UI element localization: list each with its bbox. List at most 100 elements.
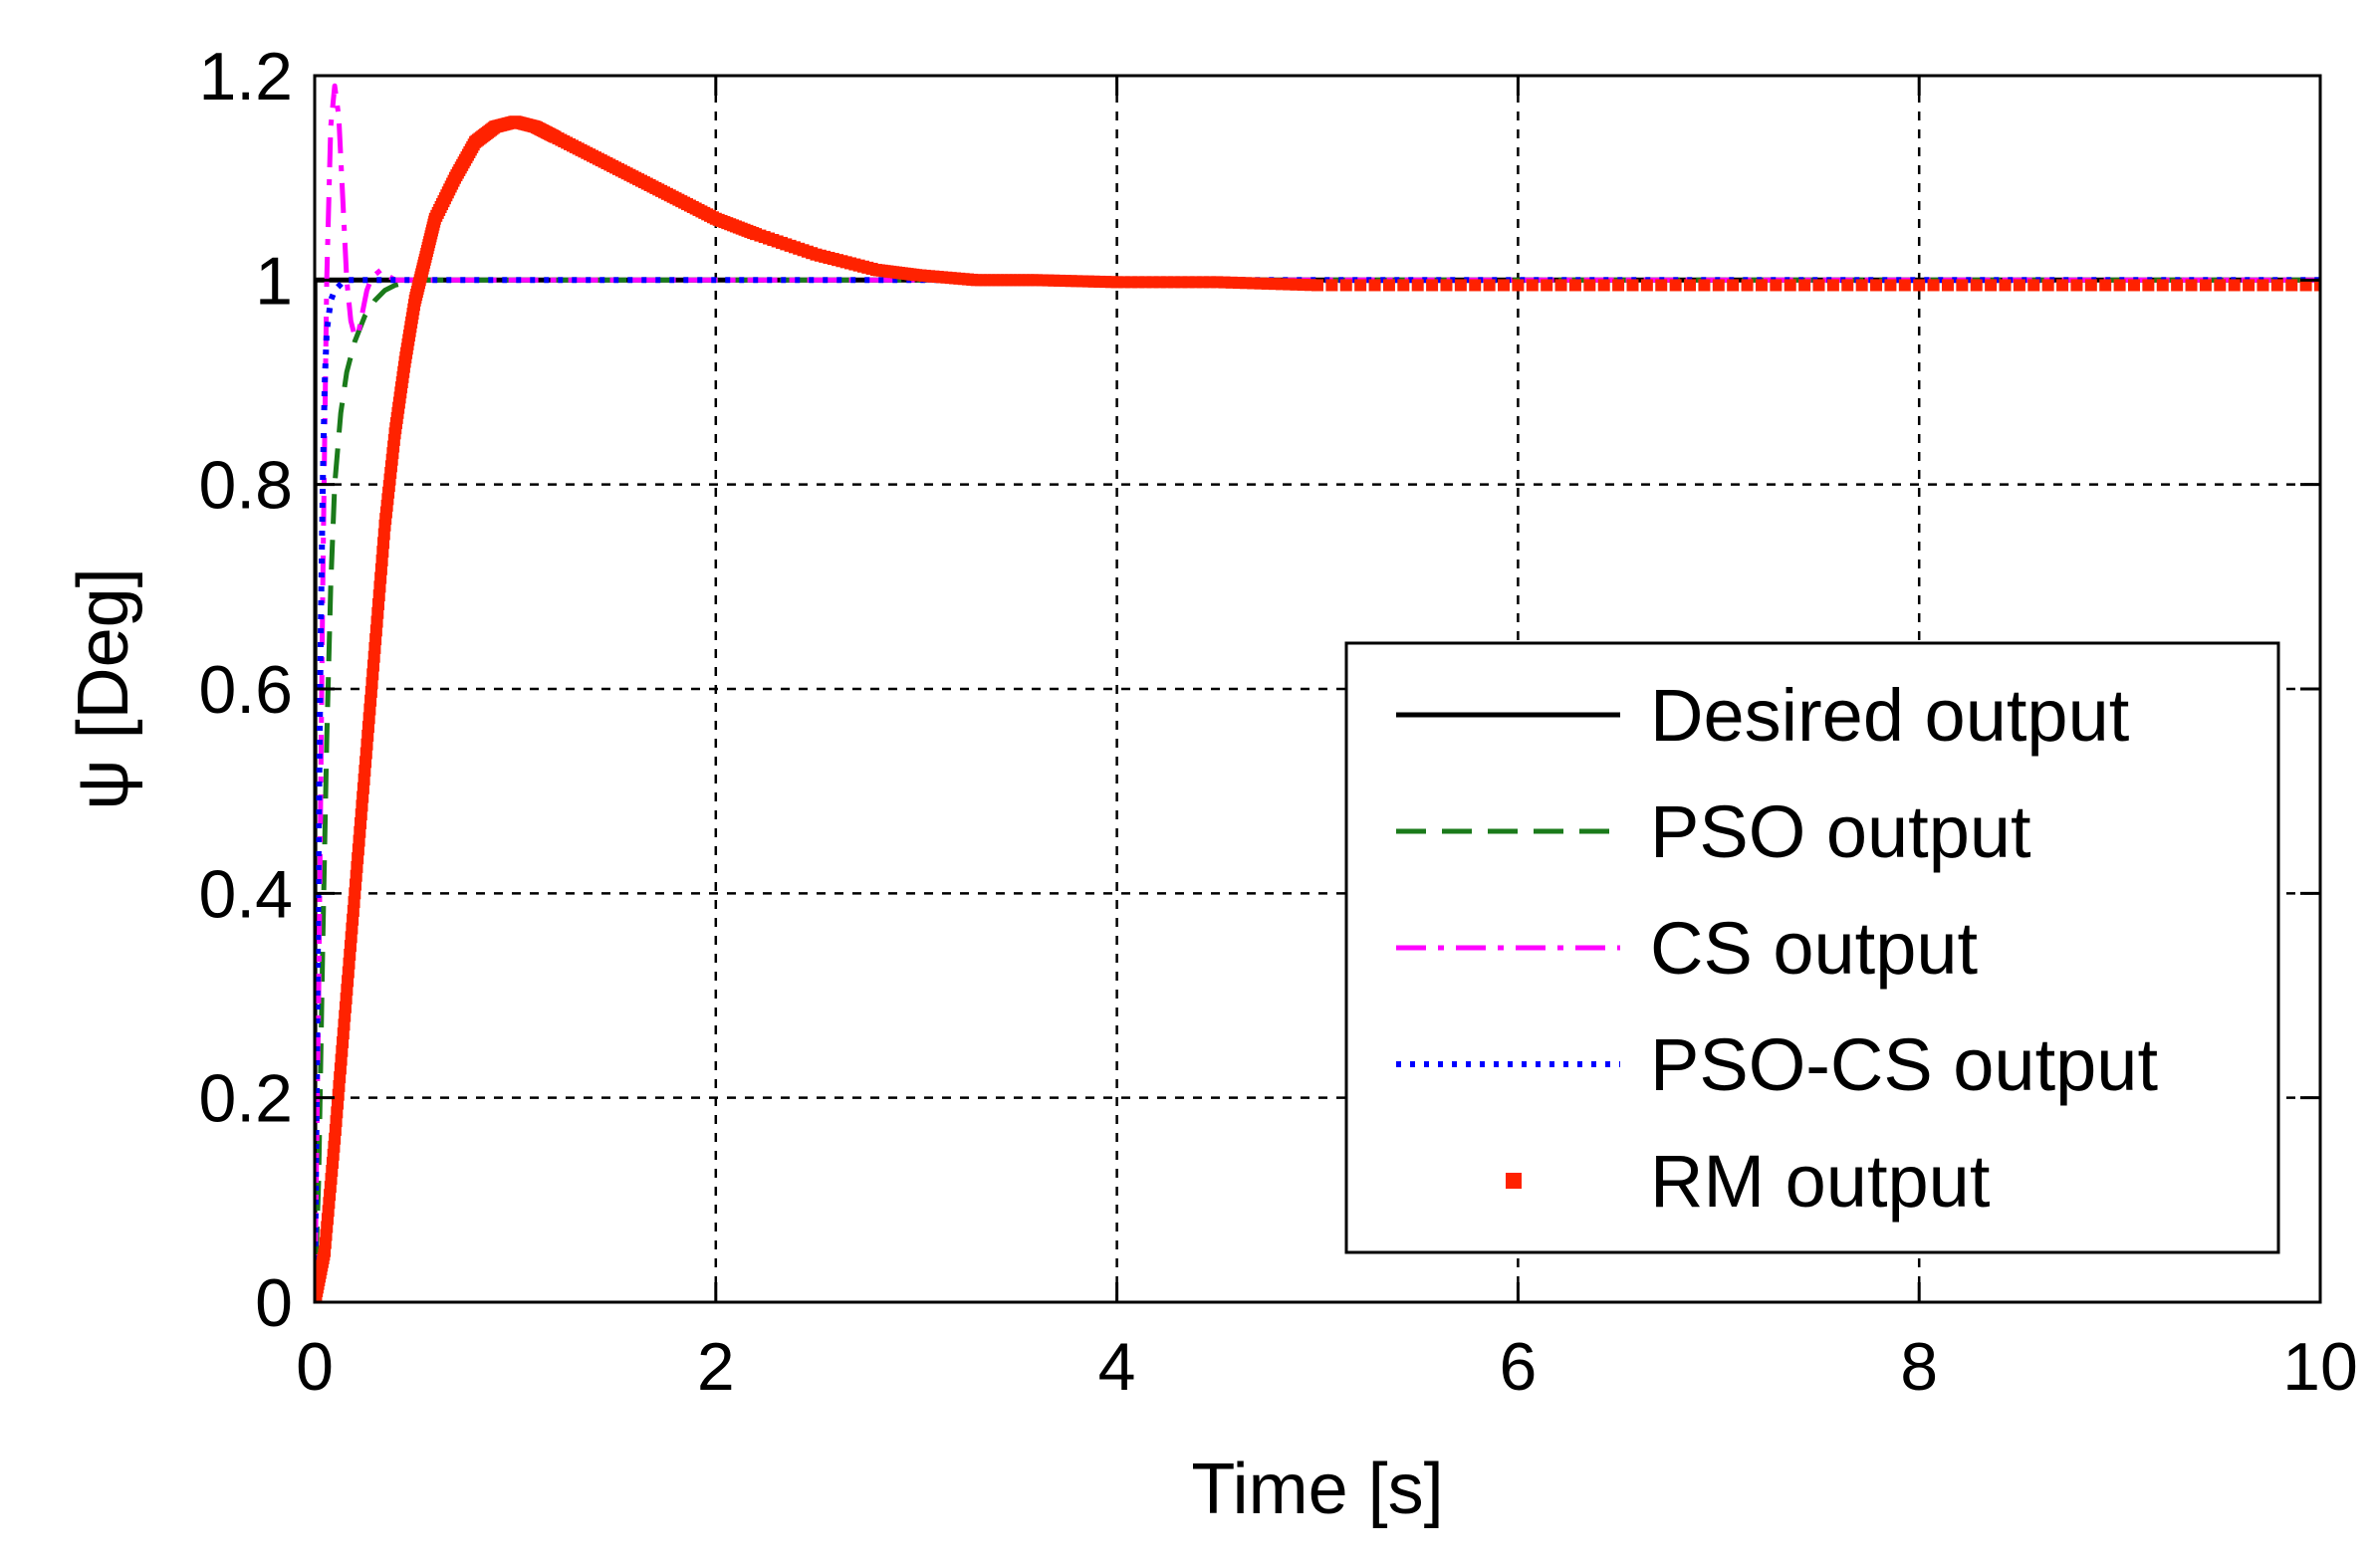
rm-marker [1526,279,1539,292]
rm-marker [1970,279,1983,292]
rm-marker [2185,279,2198,292]
legend-swatch [1506,1173,1522,1189]
rm-marker [1855,279,1868,292]
rm-marker [1426,279,1439,292]
rm-marker [2070,279,2083,292]
x-tick-label: 2 [697,1329,735,1405]
legend-label: PSO-CS output [1650,1023,2158,1106]
rm-marker [2243,279,2256,292]
y-axis-label: ψ [Deg] [64,567,143,809]
rm-marker [1541,279,1553,292]
rm-marker [1382,279,1395,292]
y-tick-label: 0.6 [198,652,293,728]
series-layer [315,83,2320,1302]
rm-marker [1655,279,1668,292]
rm-marker [2228,279,2241,292]
rm-marker [1597,279,1610,292]
legend-label: PSO output [1650,790,2031,873]
y-tick-label: 0.4 [198,856,293,932]
rm-marker [1784,279,1796,292]
rm-marker [1698,279,1711,292]
legend-item: PSO output [1396,790,2031,873]
legend: Desired output PSO output CS output PSO-CS … [1344,641,2280,1254]
rm-marker [1512,279,1525,292]
y-tick-label: 0 [255,1265,293,1341]
rm-marker [2285,279,2298,292]
rm-marker [2270,279,2283,292]
rm-marker [1956,279,1969,292]
rm-marker [1999,279,2012,292]
rm-marker [2084,279,2097,292]
rm-marker [1841,279,1854,292]
rm-marker [1568,279,1581,292]
legend-item: Desired output [1396,674,2130,757]
rm-marker [2214,279,2227,292]
rm-marker [1311,279,1323,292]
rm-marker [2013,279,2025,292]
rm-marker [1554,279,1567,292]
rm-marker [2171,279,2184,292]
y-tick-label: 0.2 [198,1061,293,1137]
series-rm-output [315,115,2320,1302]
rm-marker [2127,279,2140,292]
rm-marker [1927,279,1940,292]
rm-marker [1913,279,1926,292]
ticks [313,74,2322,1304]
rm-marker [2113,279,2126,292]
rm-marker [1397,279,1410,292]
rm-marker [2314,279,2320,292]
rm-marker [1798,279,1811,292]
rm-marker [1870,279,1883,292]
rm-marker [1583,279,1596,292]
rm-marker [1440,279,1453,292]
rm-marker [1339,279,1352,292]
legend-item: PSO-CS output [1396,1023,2158,1106]
rm-marker [1626,279,1639,292]
rm-marker [2041,279,2054,292]
tick-labels: 0 2 4 6 8 10 0 0.2 0.4 0.6 0.8 1 1.2 [198,39,2357,1405]
x-tick-label: 0 [296,1329,334,1405]
x-tick-label: 6 [1499,1329,1537,1405]
rm-marker [1368,279,1381,292]
x-tick-label: 10 [2282,1329,2358,1405]
legend-item: CS output [1396,907,1979,990]
legend-item: RM output [1506,1140,1991,1223]
y-tick-label: 1 [255,243,293,319]
y-tick-label: 1.2 [198,39,293,114]
rm-marker [2056,279,2069,292]
rm-marker [1712,279,1725,292]
rm-marker [1741,279,1754,292]
legend-label: RM output [1650,1140,1991,1223]
rm-marker [1684,279,1697,292]
rm-marker [1826,279,1839,292]
rm-marker [1454,279,1467,292]
rm-marker [1354,279,1367,292]
rm-marker [1411,279,1424,292]
rm-marker [1941,279,1954,292]
rm-marker [1985,279,1998,292]
x-tick-label: 8 [1900,1329,1938,1405]
rm-marker [338,1018,351,1031]
rm-marker [2027,279,2040,292]
rm-marker [1755,279,1768,292]
rm-marker [1727,279,1740,292]
rm-marker [1469,279,1482,292]
rm-marker [2257,279,2269,292]
rm-marker [2099,279,2112,292]
rm-marker [1669,279,1682,292]
x-tick-label: 4 [1098,1329,1136,1405]
y-tick-label: 0.8 [198,448,293,524]
rm-marker [1812,279,1825,292]
rm-marker [1325,279,1338,292]
rm-marker [2142,279,2155,292]
rm-marker [1498,279,1511,292]
legend-label: Desired output [1650,674,2130,757]
rm-marker [1770,279,1783,292]
rm-marker [2299,279,2312,292]
rm-marker [2156,279,2169,292]
rm-marker [1884,279,1897,292]
rm-marker [2199,279,2212,292]
rm-marker [1612,279,1625,292]
x-axis-label: Time [s] [1191,1450,1443,1529]
